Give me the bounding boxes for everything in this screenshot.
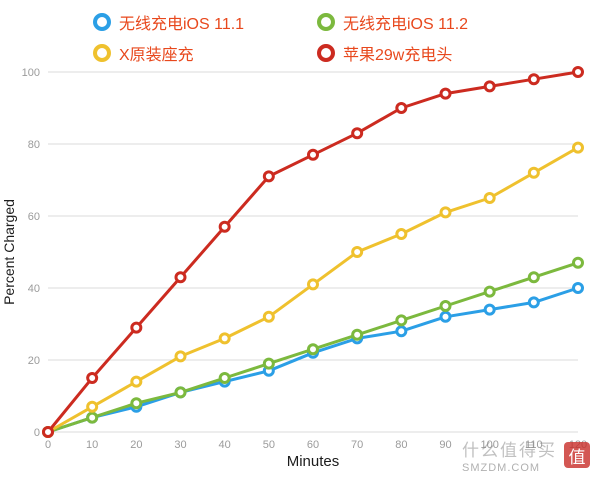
series-marker (439, 87, 452, 100)
series-marker (395, 228, 408, 240)
y-tick-label: 100 (22, 67, 40, 79)
x-tick-label: 50 (263, 439, 275, 451)
series-marker (483, 80, 496, 93)
series-marker (86, 411, 99, 424)
series-line (46, 70, 580, 434)
watermark-domain: SMZDM.COM (462, 462, 541, 474)
x-tick-label: 0 (45, 439, 51, 451)
watermark: 什么值得买 SMZDM.COM 值 (462, 436, 590, 474)
series-marker (262, 170, 275, 183)
series-marker (351, 246, 364, 258)
x-tick-label: 100 (480, 439, 498, 451)
y-tick-label: 40 (28, 283, 40, 295)
series-marker (572, 66, 584, 78)
series-marker (307, 278, 319, 291)
y-tick-label: 80 (28, 139, 40, 151)
series-marker (174, 386, 187, 399)
series-marker (439, 310, 452, 323)
series-marker (527, 271, 540, 284)
x-tick-label: 80 (395, 439, 407, 451)
y-tick-label: 0 (34, 427, 40, 439)
series-marker (262, 357, 275, 370)
series-marker (483, 192, 496, 204)
x-tick-label: 60 (307, 439, 319, 451)
legend-label: 无线充电iOS 11.1 (119, 16, 245, 33)
x-tick-label: 10 (86, 439, 98, 451)
x-tick-label: 40 (219, 439, 231, 451)
series-marker (218, 332, 231, 345)
legend-item-wireless-ios-11-1: 无线充电iOS 11.1 (93, 10, 283, 34)
series-marker (130, 321, 143, 334)
legend-item-apple-29w-charger: 苹果29w充电头 (317, 41, 507, 65)
series-marker (130, 397, 143, 410)
series-marker (262, 310, 275, 323)
legend-label: 苹果29w充电头 (343, 47, 453, 64)
legend-label: X原装座充 (119, 47, 194, 64)
y-axis-title: Percent Charged (1, 199, 17, 305)
series-marker (395, 314, 408, 327)
series-marker (307, 343, 319, 356)
chart-legend: 无线充电iOS 11.1 无线充电iOS 11.2 X原装座充 苹果29w充电头 (0, 10, 600, 65)
series-marker (86, 372, 99, 384)
series-marker (483, 303, 496, 316)
series-marker (483, 285, 496, 298)
x-tick-label: 30 (174, 439, 186, 451)
series-marker (527, 296, 540, 309)
series-marker (395, 102, 408, 114)
legend-item-x-dock-charger: X原装座充 (93, 41, 283, 65)
smzdm-stamp-icon: 值 (564, 442, 590, 468)
series-marker (572, 282, 584, 294)
legend-marker-icon (93, 44, 111, 62)
series-marker (527, 166, 540, 179)
watermark-text: 什么值得买 SMZDM.COM (462, 436, 557, 474)
series-marker (86, 400, 99, 413)
series-marker (527, 73, 540, 86)
series-marker (572, 256, 584, 269)
legend-label: 无线充电iOS 11.2 (343, 16, 469, 33)
series-marker (351, 127, 364, 140)
x-axis-title: Minutes (287, 453, 340, 470)
line-chart: 0204060801000102030405060708090100110120… (1, 66, 587, 470)
legend-marker-icon (317, 13, 335, 31)
legend-marker-icon (317, 44, 335, 62)
legend-marker-icon (93, 13, 111, 31)
series-marker (439, 300, 452, 312)
y-tick-label: 60 (28, 211, 40, 223)
series-marker (42, 426, 54, 438)
series-marker (351, 328, 364, 341)
series-marker (572, 141, 584, 154)
y-tick-label: 20 (28, 355, 40, 367)
x-tick-label: 20 (130, 439, 142, 451)
watermark-title: 什么值得买 (462, 441, 557, 460)
series-marker (130, 375, 143, 388)
series-marker (395, 325, 408, 338)
series-marker (218, 372, 231, 384)
series-marker (307, 148, 319, 161)
series-marker (174, 271, 187, 284)
series-marker (174, 350, 187, 363)
x-tick-label: 70 (351, 439, 363, 451)
series-marker (218, 220, 231, 233)
series-marker (439, 206, 452, 219)
x-tick-label: 90 (439, 439, 451, 451)
x-tick-label: 110 (525, 439, 543, 451)
legend-item-wireless-ios-11-2: 无线充电iOS 11.2 (317, 10, 507, 34)
